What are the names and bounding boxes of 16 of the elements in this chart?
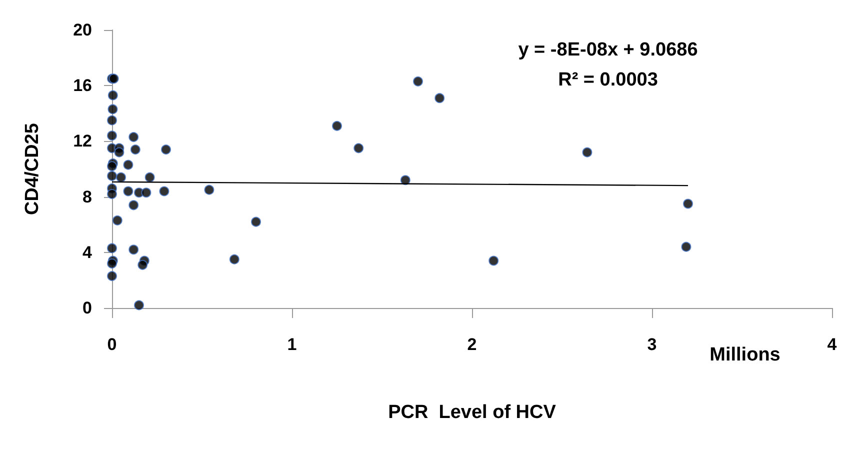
x-axis-title: PCR Level of HCV bbox=[388, 402, 556, 423]
y-tick-label: 20 bbox=[73, 20, 92, 40]
x-tick-label: 2 bbox=[467, 335, 477, 354]
y-tick-label: 16 bbox=[73, 76, 92, 96]
x-tick-label: 0 bbox=[107, 335, 117, 354]
x-tick-label: 4 bbox=[827, 335, 838, 354]
y-tick-label: 12 bbox=[73, 132, 92, 151]
x-tick-label: 1 bbox=[287, 335, 297, 354]
annotation: y = -8E-08x + 9.0686 bbox=[518, 40, 698, 60]
annotation: R² = 0.0003 bbox=[558, 70, 658, 90]
text: Millions bbox=[710, 344, 780, 366]
y-tick-label: 4 bbox=[82, 242, 93, 262]
y-axis-title: CD4/CD25 bbox=[22, 122, 43, 215]
y-tick-label: 8 bbox=[82, 187, 92, 206]
x-tick-label: 3 bbox=[647, 335, 657, 354]
y-tick-label: 0 bbox=[82, 298, 92, 318]
